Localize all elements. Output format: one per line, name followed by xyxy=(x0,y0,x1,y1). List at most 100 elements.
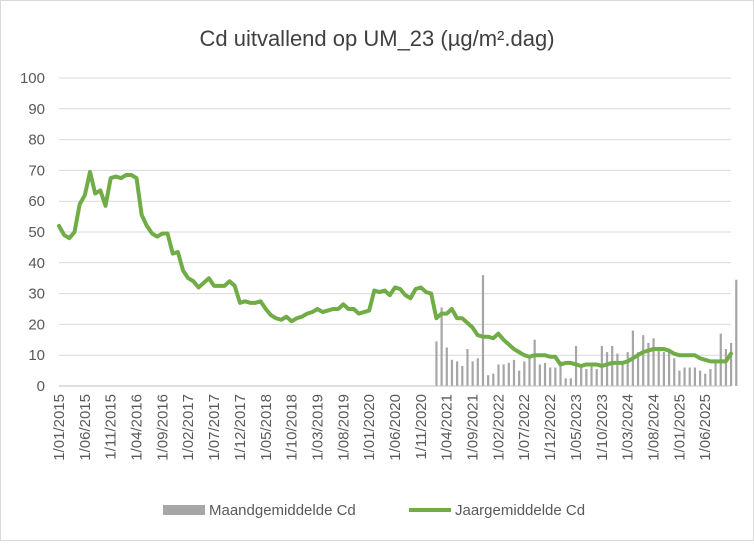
x-tick-label: 1/12/2017 xyxy=(232,394,249,461)
x-tick-label: 1/10/2023 xyxy=(594,394,611,461)
monthly-bar xyxy=(435,341,438,386)
x-tick-label: 1/06/2020 xyxy=(387,394,404,461)
monthly-bar xyxy=(580,367,583,386)
monthly-bar xyxy=(476,358,479,386)
monthly-bar xyxy=(450,359,454,386)
monthly-bar xyxy=(683,367,686,386)
x-tick-label: 1/02/2022 xyxy=(490,394,507,461)
monthly-bar xyxy=(704,373,707,386)
legend-bar-swatch xyxy=(163,505,205,515)
monthly-bar xyxy=(523,361,526,386)
x-tick-label: 1/12/2022 xyxy=(542,394,559,461)
monthly-bar xyxy=(564,378,567,386)
monthly-bar xyxy=(497,364,500,386)
x-tick-label: 1/06/2015 xyxy=(77,394,94,461)
monthly-bar xyxy=(554,367,557,386)
monthly-bar xyxy=(538,364,541,386)
monthly-bar xyxy=(698,370,702,386)
monthly-bar xyxy=(667,352,671,386)
monthly-bar xyxy=(662,352,665,386)
x-tick-label: 1/05/2023 xyxy=(568,394,585,461)
x-tick-label: 1/11/2020 xyxy=(413,394,430,460)
monthly-bar xyxy=(543,362,547,386)
monthly-bar xyxy=(621,362,624,386)
y-tick-label: 50 xyxy=(28,224,45,241)
monthly-bar xyxy=(714,362,717,386)
monthly-bar xyxy=(678,370,681,386)
y-axis-ticks: 0 10 20 30 40 50 60 70 80 90 100 xyxy=(20,70,45,395)
x-tick-label: 1/01/2015 xyxy=(51,394,68,461)
monthly-bar xyxy=(590,364,593,386)
x-tick-label: 1/07/2017 xyxy=(206,394,223,461)
monthly-bar xyxy=(647,342,650,386)
x-tick-label: 1/09/2016 xyxy=(154,394,171,461)
y-tick-label: 80 xyxy=(28,132,45,149)
annual-line xyxy=(57,169,733,368)
monthly-bar xyxy=(636,352,640,386)
y-tick-label: 70 xyxy=(28,162,45,179)
monthly-bar xyxy=(518,370,521,386)
x-tick-label: 1/07/2022 xyxy=(516,394,533,461)
monthly-bar xyxy=(585,369,588,386)
x-axis-ticks: 1/01/2015 1/06/2015 1/11/2015 1/04/2016 1/09… xyxy=(51,394,714,461)
monthly-bar xyxy=(626,352,629,386)
monthly-bar xyxy=(642,335,645,386)
x-tick-label: 1/06/2025 xyxy=(697,394,714,461)
monthly-bar xyxy=(533,339,536,386)
x-tick-label: 1/03/2024 xyxy=(620,394,637,461)
monthly-bar xyxy=(440,307,443,386)
monthly-bar xyxy=(611,345,614,386)
monthly-bar xyxy=(724,349,728,386)
monthly-bar xyxy=(492,373,495,386)
y-tick-label: 0 xyxy=(37,378,45,395)
monthly-bar xyxy=(559,361,562,386)
monthly-bar xyxy=(730,342,733,386)
x-tick-label: 1/11/2015 xyxy=(103,394,120,460)
monthly-bar xyxy=(549,367,552,386)
monthly-bar xyxy=(445,347,448,386)
monthly-bar xyxy=(481,275,485,386)
x-tick-label: 1/02/2017 xyxy=(180,394,197,461)
legend: Maandgemiddelde Cd Jaargemiddelde Cd xyxy=(163,502,585,519)
x-tick-label: 1/09/2021 xyxy=(465,394,482,461)
monthly-bar xyxy=(507,362,510,386)
monthly-bar xyxy=(605,352,609,386)
x-tick-label: 1/01/2020 xyxy=(361,394,378,461)
monthly-bar xyxy=(735,279,738,386)
monthly-bar xyxy=(471,361,474,386)
y-tick-label: 20 xyxy=(28,316,45,333)
monthly-bar xyxy=(693,367,697,386)
monthly-bar xyxy=(487,375,490,386)
x-tick-label: 1/08/2024 xyxy=(645,394,662,461)
x-tick-label: 1/08/2019 xyxy=(335,394,352,461)
monthly-bar xyxy=(512,359,516,386)
monthly-bar xyxy=(569,378,572,386)
x-tick-label: 1/04/2016 xyxy=(129,394,146,461)
chart-title: Cd uitvallend op UM_23 (µg/m².dag) xyxy=(199,26,554,51)
y-tick-label: 100 xyxy=(20,70,45,87)
x-tick-label: 1/01/2025 xyxy=(671,394,688,461)
monthly-bars xyxy=(435,275,738,386)
y-tick-label: 10 xyxy=(28,347,45,364)
legend-line-label: Jaargemiddelde Cd xyxy=(455,502,585,519)
monthly-bar xyxy=(616,353,619,386)
y-tick-label: 90 xyxy=(28,101,45,118)
monthly-bar xyxy=(652,338,655,386)
gridlines xyxy=(59,77,731,356)
monthly-bar xyxy=(456,361,459,386)
monthly-bar xyxy=(657,349,660,386)
monthly-bar xyxy=(466,349,469,386)
x-tick-label: 1/10/2018 xyxy=(284,394,301,461)
monthly-bar xyxy=(688,367,691,386)
y-tick-label: 60 xyxy=(28,193,45,210)
monthly-bar xyxy=(673,358,676,386)
y-tick-label: 40 xyxy=(28,255,45,272)
annual-average-line xyxy=(57,169,733,368)
legend-bar-label: Maandgemiddelde Cd xyxy=(209,502,356,519)
monthly-bar xyxy=(461,365,464,386)
x-tick-label: 1/03/2019 xyxy=(309,394,326,461)
x-tick-label: 1/04/2021 xyxy=(439,394,456,461)
monthly-bar xyxy=(709,369,712,386)
